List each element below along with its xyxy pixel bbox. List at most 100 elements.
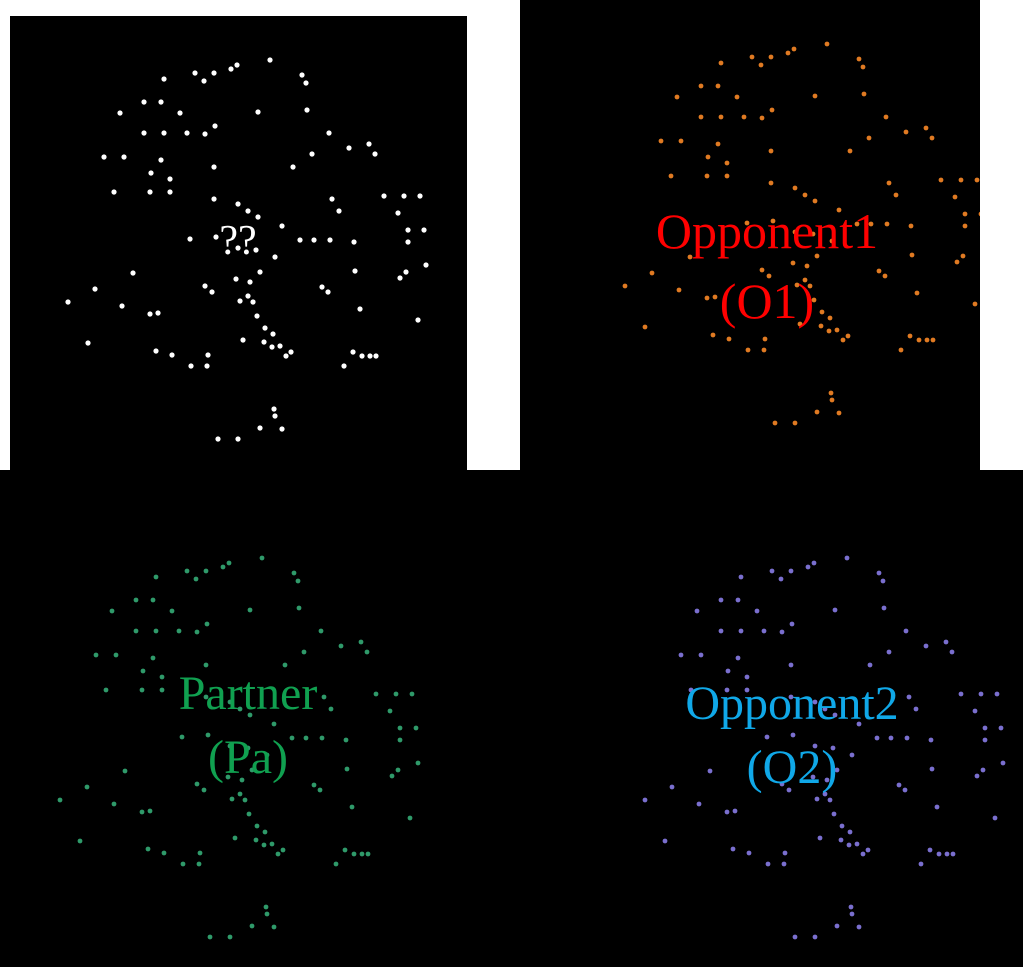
dot xyxy=(303,80,309,86)
dot xyxy=(819,309,825,315)
dot xyxy=(696,801,702,807)
dot xyxy=(810,231,816,237)
label-opponent1: Opponent1 (O1) xyxy=(656,206,878,326)
dot xyxy=(913,706,919,712)
dot xyxy=(792,934,798,940)
dot xyxy=(158,99,164,105)
dot xyxy=(860,851,866,857)
dot xyxy=(246,811,252,817)
dot xyxy=(950,851,956,857)
dot xyxy=(805,564,811,570)
dot xyxy=(882,273,888,279)
dot xyxy=(769,568,775,574)
dot xyxy=(698,114,704,120)
dot xyxy=(202,131,208,137)
dot xyxy=(982,725,988,731)
dot xyxy=(698,652,704,658)
dot xyxy=(860,64,866,70)
dot xyxy=(267,57,273,63)
dot xyxy=(57,797,63,803)
dot xyxy=(804,263,810,269)
dot-pattern-partner xyxy=(57,555,421,940)
dot xyxy=(698,83,704,89)
dot xyxy=(318,628,324,634)
dot xyxy=(949,649,955,655)
dot xyxy=(845,333,851,339)
dot xyxy=(830,745,836,751)
dot xyxy=(924,337,930,343)
dot xyxy=(261,842,267,848)
dot xyxy=(357,306,363,312)
dot xyxy=(929,135,935,141)
panel-opponent2: Opponent2 (O2) xyxy=(512,470,1023,967)
dot xyxy=(194,781,200,787)
dot xyxy=(952,194,958,200)
dot xyxy=(245,293,251,299)
dot xyxy=(133,628,139,634)
dot xyxy=(203,694,209,700)
dot xyxy=(159,687,165,693)
dot xyxy=(849,752,855,758)
dot xyxy=(715,141,721,147)
dot xyxy=(417,193,423,199)
dot xyxy=(288,349,294,355)
dot xyxy=(262,325,268,331)
dot xyxy=(822,791,828,797)
dot xyxy=(153,348,159,354)
dot xyxy=(184,568,190,574)
dot xyxy=(321,694,327,700)
dot xyxy=(770,218,776,224)
dot xyxy=(364,649,370,655)
dot xyxy=(930,337,936,343)
dot xyxy=(704,295,710,301)
dot xyxy=(788,568,794,574)
dot xyxy=(978,211,980,217)
dot xyxy=(233,276,239,282)
dot xyxy=(759,115,765,121)
dot xyxy=(928,737,934,743)
dot xyxy=(395,767,401,773)
dot xyxy=(193,576,199,582)
dot xyxy=(153,574,159,580)
dot xyxy=(237,791,243,797)
dot xyxy=(883,114,889,120)
dot xyxy=(365,851,371,857)
dot xyxy=(960,253,966,259)
dot xyxy=(326,130,332,136)
dot xyxy=(918,861,924,867)
dot xyxy=(211,70,217,76)
dot xyxy=(203,662,209,668)
dot xyxy=(761,628,767,634)
dot xyxy=(147,189,153,195)
dot xyxy=(194,629,200,635)
dot xyxy=(93,652,99,658)
dot xyxy=(785,50,791,56)
dot xyxy=(642,324,648,330)
dot xyxy=(225,774,231,780)
dot xyxy=(906,694,912,700)
dot xyxy=(296,605,302,611)
dot xyxy=(311,782,317,788)
dot xyxy=(789,621,795,627)
dot xyxy=(254,823,260,829)
dot xyxy=(749,54,755,60)
dot xyxy=(358,639,364,645)
dot xyxy=(205,352,211,358)
dot xyxy=(133,597,139,603)
dot xyxy=(662,838,668,844)
dot xyxy=(812,198,818,204)
dot xyxy=(782,850,788,856)
dot xyxy=(792,420,798,426)
dot xyxy=(834,923,840,929)
dot xyxy=(744,687,750,693)
dot xyxy=(141,99,147,105)
dot xyxy=(211,196,217,202)
dot xyxy=(213,234,219,240)
dot xyxy=(884,221,890,227)
dot xyxy=(759,267,765,273)
dot xyxy=(778,576,784,582)
dot xyxy=(203,568,209,574)
dot xyxy=(205,732,211,738)
dot xyxy=(958,691,964,697)
dot xyxy=(725,668,731,674)
